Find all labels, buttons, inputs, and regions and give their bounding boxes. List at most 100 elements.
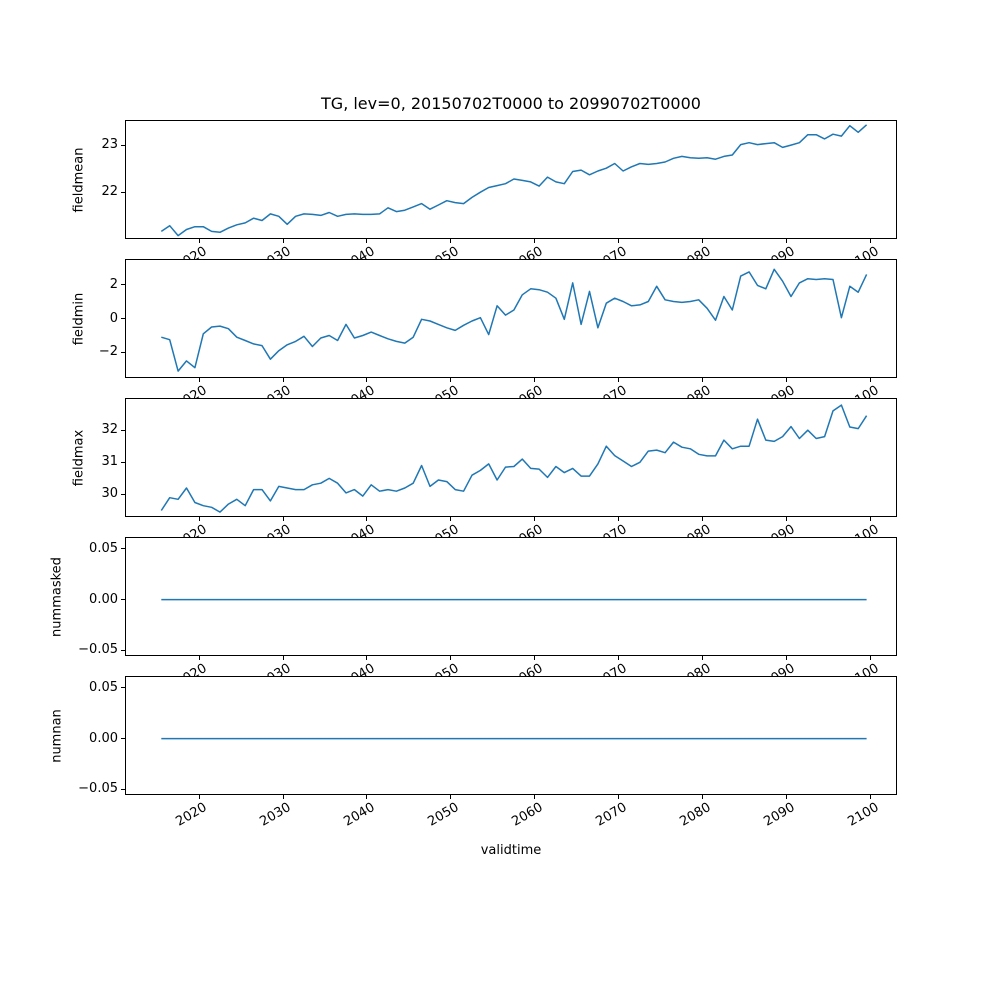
x-tick-label: 2050 xyxy=(425,661,462,676)
subplot-numnan: numnan 0.05 0.00 −0.05 2020 2030 2040 2050 2060 2… xyxy=(50,676,897,830)
x-tick-label: 2100 xyxy=(845,661,882,676)
chart-title: TG, lev=0, 20150702T0000 to 20990702T000… xyxy=(321,94,701,113)
x-tick-labels: 2020 2030 2040 2050 2060 2070 2080 2090 2100 xyxy=(126,795,896,847)
x-tick-mark xyxy=(618,239,620,243)
y-tick-mark xyxy=(121,351,125,353)
y-tick-label: 0.05 xyxy=(89,540,118,556)
x-tick-mark xyxy=(366,656,368,660)
x-tick-mark xyxy=(534,517,536,521)
x-tick-mark xyxy=(282,239,284,243)
x-tick-mark xyxy=(618,378,620,382)
y-tick-mark xyxy=(121,318,125,319)
x-tick-mark xyxy=(786,656,788,660)
x-tick-mark xyxy=(282,378,284,382)
y-tick-label: 0 xyxy=(109,310,118,326)
x-tick-label: 2040 xyxy=(341,383,378,398)
x-tick-mark xyxy=(702,239,704,243)
x-tick-mark xyxy=(786,795,788,799)
x-tick-mark xyxy=(366,517,368,521)
x-tick-label: 2050 xyxy=(425,383,462,398)
x-tick-mark xyxy=(702,378,704,382)
subplot-fieldmin: fieldmin 2 0 −2 2020 2030 2040 2050 2060 2070 2080… xyxy=(72,259,897,398)
x-tick-label: 2070 xyxy=(593,522,630,537)
x-tick-mark xyxy=(702,656,704,660)
x-tick-mark xyxy=(282,795,284,799)
x-tick-mark xyxy=(786,517,788,521)
y-tick-label: 0.00 xyxy=(89,591,118,607)
x-tick-label: 2080 xyxy=(677,244,714,259)
x-tick-label: 2070 xyxy=(593,383,630,398)
x-tick-mark xyxy=(702,795,704,799)
x-tick-mark xyxy=(198,378,200,382)
x-tick-mark xyxy=(534,239,536,243)
y-tick-mark xyxy=(121,687,125,689)
x-tick-label: 2030 xyxy=(257,800,294,830)
y-tick-mark xyxy=(121,548,125,550)
x-tick-label: 2070 xyxy=(593,244,630,259)
fieldmax-plot xyxy=(160,404,868,513)
x-tick-mark xyxy=(198,795,200,799)
x-tick-label: 2040 xyxy=(341,800,378,830)
x-tick-mark xyxy=(450,517,452,521)
x-tick-mark xyxy=(282,656,284,660)
x-tick-label: 2060 xyxy=(509,800,546,830)
x-tick-label: 2060 xyxy=(509,522,546,537)
x-axis-label: validtime xyxy=(480,843,542,858)
x-tick-label: 2090 xyxy=(761,522,798,537)
subplot-nummasked: nummasked 0.05 0.00 −0.05 2020 2030 2040 2050 20… xyxy=(50,537,897,676)
y-tick-label: 31 xyxy=(101,454,118,470)
y-tick-mark xyxy=(121,738,125,740)
x-tick-mark xyxy=(870,239,872,243)
subplot-fieldmean: fieldmean 23 22 2020 2030 2040 2050 2060 2070 208… xyxy=(72,120,897,259)
x-tick-mark xyxy=(534,656,536,660)
fieldmean-line xyxy=(160,124,868,237)
x-tick-label: 2070 xyxy=(593,800,630,830)
x-tick-label: 2070 xyxy=(593,661,630,676)
x-tick-label: 2100 xyxy=(845,244,882,259)
x-tick-label: 2060 xyxy=(509,244,546,259)
y-tick-mark xyxy=(121,429,125,431)
x-tick-label: 2080 xyxy=(677,661,714,676)
y-tick-mark xyxy=(121,788,125,790)
y-tick-label: 32 xyxy=(101,422,118,438)
x-tick-label: 2090 xyxy=(761,383,798,398)
y-tick-label: 2 xyxy=(109,276,118,292)
x-tick-labels: 2020 2030 2040 2050 2060 2070 2080 2090 2100 xyxy=(126,378,896,398)
x-tick-mark xyxy=(450,795,452,799)
x-tick-label: 2020 xyxy=(173,244,210,259)
fieldmax-line xyxy=(160,404,868,513)
x-tick-label: 2020 xyxy=(173,522,210,537)
x-tick-label: 2050 xyxy=(425,522,462,537)
x-tick-mark xyxy=(198,517,200,521)
x-tick-label: 2040 xyxy=(341,661,378,676)
x-tick-mark xyxy=(870,656,872,660)
x-tick-label: 2100 xyxy=(845,800,882,830)
x-tick-label: 2030 xyxy=(257,244,294,259)
x-tick-mark xyxy=(870,795,872,799)
x-tick-mark xyxy=(786,378,788,382)
x-tick-label: 2030 xyxy=(257,383,294,398)
x-tick-label: 2080 xyxy=(677,383,714,398)
x-tick-label: 2090 xyxy=(761,661,798,676)
x-tick-mark xyxy=(450,239,452,243)
x-tick-label: 2030 xyxy=(257,522,294,537)
fieldmin-plot xyxy=(161,268,868,372)
x-tick-mark xyxy=(534,795,536,799)
y-tick-label: 22 xyxy=(101,184,118,200)
x-tick-mark xyxy=(366,795,368,799)
x-tick-label: 2020 xyxy=(173,383,210,398)
x-tick-labels: 2020 2030 2040 2050 2060 2070 2080 2090 2100 xyxy=(126,239,896,259)
x-tick-label: 2060 xyxy=(509,661,546,676)
x-tick-mark xyxy=(618,517,620,521)
y-tick-mark xyxy=(121,191,125,193)
x-tick-mark xyxy=(870,378,872,382)
x-tick-mark xyxy=(198,656,200,660)
y-tick-label: −0.05 xyxy=(78,642,118,658)
y-tick-mark xyxy=(121,649,125,651)
y-tick-mark xyxy=(121,284,125,286)
x-tick-label: 2040 xyxy=(341,522,378,537)
x-tick-mark xyxy=(366,378,368,382)
x-tick-label: 2050 xyxy=(425,244,462,259)
x-tick-label: 2060 xyxy=(509,383,546,398)
